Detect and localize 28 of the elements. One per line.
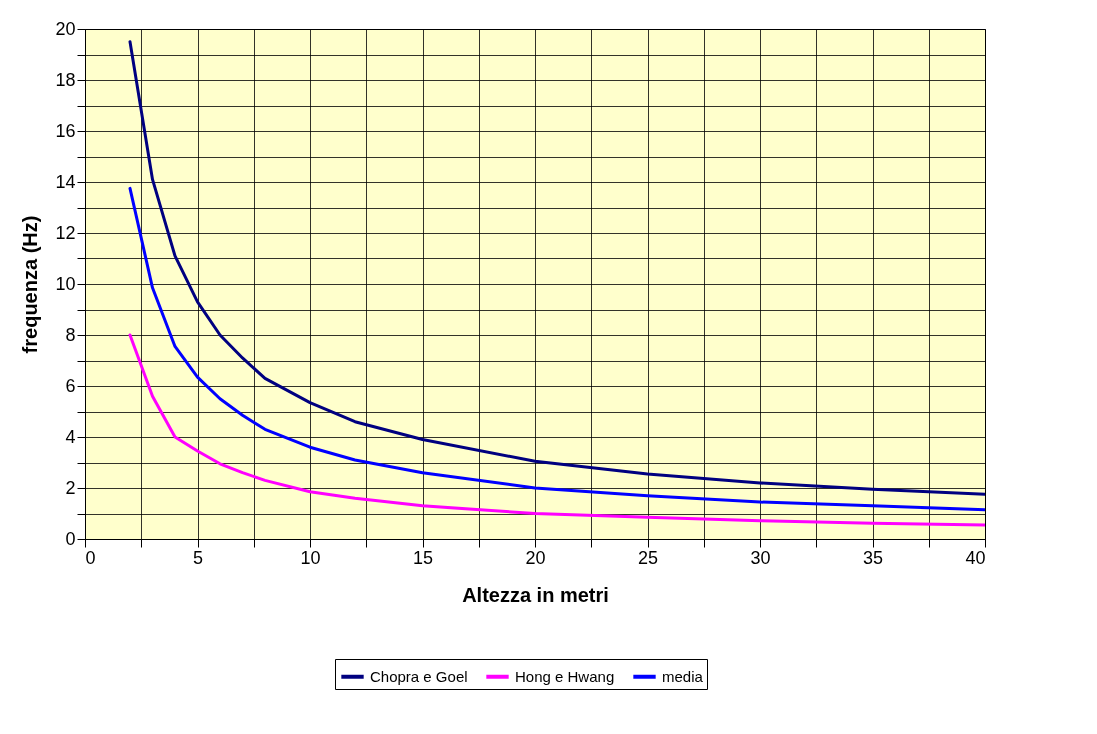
y-axis-title: frequenza (Hz) (19, 215, 42, 354)
x-tick-label: 15 (412, 547, 434, 568)
y-tick-label: 10 (55, 273, 76, 294)
y-tick-label: 8 (65, 324, 76, 345)
x-axis-title: Altezza in metri (462, 583, 609, 606)
line-series (128, 333, 985, 527)
y-tick-label: 0 (65, 528, 76, 549)
legend-label: Hong e Hwang (515, 667, 615, 685)
x-tick-label: 5 (192, 547, 204, 568)
x-tick-label: 0 (85, 547, 96, 568)
y-tick-label: 12 (55, 222, 76, 243)
x-tick-label: 35 (862, 547, 884, 568)
x-tick-label: 25 (637, 547, 659, 568)
line-series (128, 186, 985, 512)
y-tick-label: 18 (55, 69, 76, 90)
y-tick-label: 6 (65, 375, 76, 396)
x-tick-label: 30 (750, 547, 771, 568)
y-tick-label: 20 (55, 18, 76, 39)
x-tick-label: 10 (300, 547, 321, 568)
x-tick-label: 20 (525, 547, 546, 568)
legend-label: media (662, 667, 704, 685)
line-series (128, 40, 985, 496)
legend-label: Chopra e Goel (370, 667, 468, 685)
y-tick-label: 16 (55, 120, 76, 141)
y-tick-label: 4 (65, 426, 76, 447)
x-tick-label: 40 (965, 547, 986, 568)
y-tick-label: 2 (65, 477, 76, 498)
y-tick-label: 14 (55, 171, 76, 192)
